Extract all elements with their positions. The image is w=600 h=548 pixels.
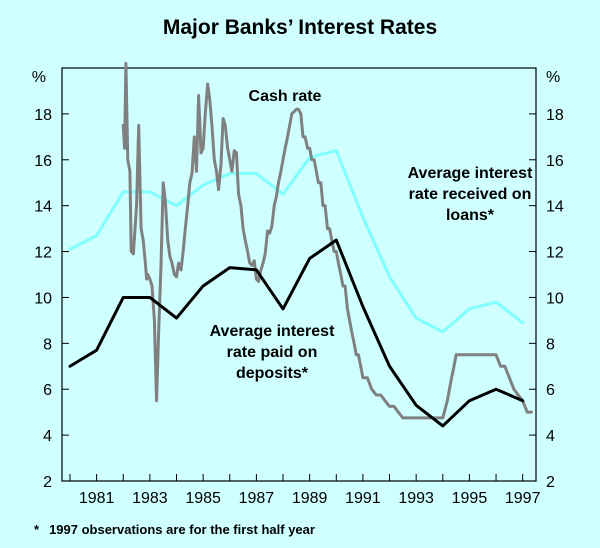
series-label-1: Cash rate [249, 88, 322, 105]
series-labels: Average interest rate received on loans* Ca… [210, 88, 533, 382]
series-line-1 [121, 61, 533, 420]
series-label-0: rate received on [409, 186, 532, 203]
series-label-2: deposits* [236, 365, 309, 382]
y-tick-label-right: 6 [546, 382, 555, 399]
series-label-2: Average interest [210, 323, 335, 340]
y-tick-label-right: 16 [546, 153, 564, 170]
y-tick-label-left: 12 [34, 245, 52, 262]
footnote-text: 1997 observations are for the first half… [49, 522, 315, 537]
y-tick-label-left: 10 [34, 290, 52, 307]
y-tick-label-left: 14 [34, 199, 52, 216]
y-axis-right: 2 4 6 8 10 12 14 16 18% [529, 69, 564, 491]
y-tick-label-left: 2 [43, 474, 52, 491]
x-tick-label: 1983 [132, 490, 168, 507]
plot-border [61, 67, 537, 482]
y-tick-label-right: 10 [546, 290, 564, 307]
series-line-2 [68, 238, 525, 428]
y-tick-label-left: 16 [34, 153, 52, 170]
y-tick-label-right: 18 [546, 107, 564, 124]
x-tick-label: 1997 [505, 490, 541, 507]
y-tick-label-left: 18 [34, 107, 52, 124]
x-tick-label: 1981 [79, 490, 115, 507]
series-label-2: rate paid on [227, 344, 318, 361]
y-tick-label-right: 8 [546, 336, 555, 353]
series-line-0 [68, 149, 525, 334]
x-tick-label: 1989 [292, 490, 328, 507]
y-unit-right: % [546, 69, 560, 86]
y-tick-label-right: 2 [546, 474, 555, 491]
series-label-0: Average interest [408, 165, 533, 182]
footnote-marker: * [34, 522, 40, 537]
series-label-0: loans* [446, 207, 495, 224]
plot-frame [61, 67, 537, 482]
x-tick-label: 1991 [345, 490, 381, 507]
x-tick-label: 1987 [239, 490, 275, 507]
series-layer [68, 61, 533, 428]
y-tick-label-left: 6 [43, 382, 52, 399]
y-tick-label-left: 4 [43, 428, 52, 445]
y-unit-left: % [32, 69, 46, 86]
x-tick-label: 1985 [185, 490, 221, 507]
x-tick-label: 1993 [398, 490, 434, 507]
y-tick-label-right: 14 [546, 199, 564, 216]
x-axis: 1981 1983 1985 1987 1989 1991 1993 1995 1997 [69, 474, 541, 507]
y-tick-label-right: 12 [546, 245, 564, 262]
y-tick-label-left: 8 [43, 336, 52, 353]
y-tick-label-right: 4 [546, 428, 555, 445]
x-tick-label: 1995 [452, 490, 488, 507]
y-axis-left: 2 4 6 8 10 12 14 16 18% [32, 69, 69, 491]
chart-title: Major Banks’ Interest Rates [162, 16, 438, 39]
footnote: * 1997 observations are for the first hal… [34, 522, 315, 537]
